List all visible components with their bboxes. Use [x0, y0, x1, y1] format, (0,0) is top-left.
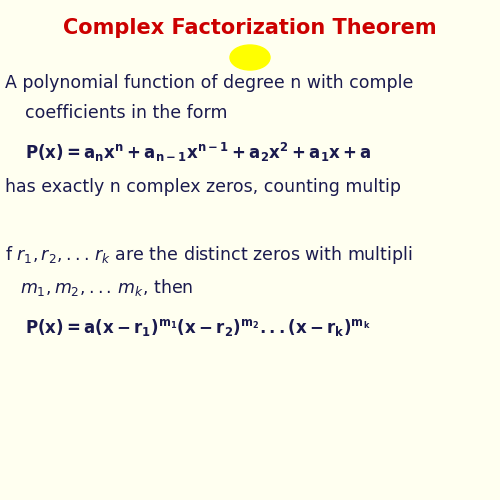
- Ellipse shape: [230, 45, 270, 70]
- Text: $\mathbf{P(x) = a(x - r_1)^{m_1}(x - r_2)^{m_2} ... (x - r_k)^{m_k}}$: $\mathbf{P(x) = a(x - r_1)^{m_1}(x - r_2…: [25, 317, 371, 338]
- Text: coefficients in the form: coefficients in the form: [25, 104, 228, 122]
- Text: $\mathbf{P(x) = a_n x^n + a_{n-1}x^{n-1} + a_2 x^2 + a_1 x + a}$: $\mathbf{P(x) = a_n x^n + a_{n-1}x^{n-1}…: [25, 141, 372, 164]
- Text: f $r_1, r_2, ...\, r_k$ are the distinct zeros with multipli: f $r_1, r_2, ...\, r_k$ are the distinct…: [5, 244, 412, 266]
- Text: $m_1, m_2, ...\, m_k$, then: $m_1, m_2, ...\, m_k$, then: [20, 277, 193, 298]
- Text: has exactly n complex zeros, counting multip: has exactly n complex zeros, counting mu…: [5, 178, 401, 196]
- Text: Complex Factorization Theorem: Complex Factorization Theorem: [63, 18, 437, 38]
- Text: A polynomial function of degree n with comple: A polynomial function of degree n with c…: [5, 74, 414, 92]
